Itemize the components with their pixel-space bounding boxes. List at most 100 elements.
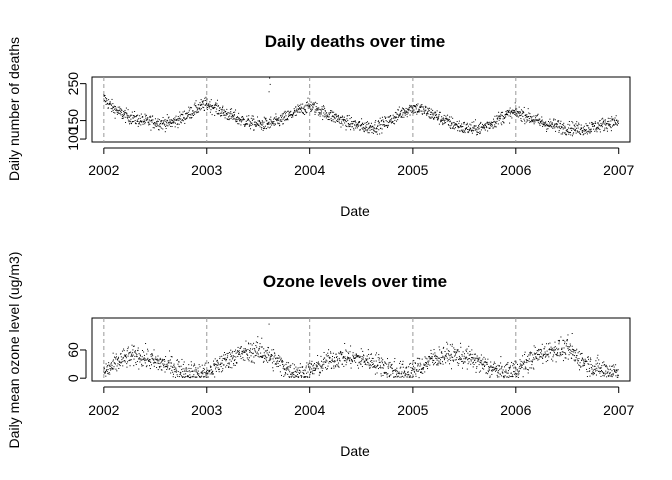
ozone-point (592, 374, 594, 376)
ozone-point (167, 365, 169, 367)
deaths-point (528, 119, 530, 121)
ozone-point (139, 354, 141, 356)
deaths-point (452, 127, 454, 129)
ozone-point (242, 357, 244, 359)
ozone-point (387, 367, 389, 369)
deaths-point (213, 107, 215, 109)
ozone-point (260, 352, 262, 354)
ozone-point (160, 358, 162, 360)
ozone-point (219, 358, 221, 360)
deaths-point (191, 117, 193, 119)
ozone-point (255, 345, 257, 347)
ozone-point (279, 356, 281, 358)
ozone-point (365, 359, 367, 361)
deaths-point (485, 123, 487, 125)
ozone-point (598, 370, 600, 372)
ozone-point (598, 367, 600, 369)
ozone-point (537, 354, 539, 356)
ozone-point (359, 355, 361, 357)
deaths-point (454, 123, 456, 125)
ozone-point (575, 355, 577, 357)
deaths-point (440, 119, 442, 121)
ozone-point (395, 370, 397, 372)
ozone-point (404, 371, 406, 373)
deaths-point (271, 124, 273, 126)
ozone-point (186, 368, 188, 370)
ozone-point (222, 364, 224, 366)
ozone-point (120, 356, 122, 358)
deaths-point (606, 127, 608, 129)
deaths-point (348, 124, 350, 126)
ozone-point (265, 358, 267, 360)
deaths-point (406, 113, 408, 115)
deaths-point (504, 117, 506, 119)
deaths-point (457, 126, 459, 128)
ozone-point (151, 353, 153, 355)
ozone-point (362, 357, 364, 359)
ozone-point (596, 367, 598, 369)
ozone-point (377, 357, 379, 359)
deaths-point (262, 123, 264, 125)
ozone-point (442, 355, 444, 357)
ozone-point (309, 366, 311, 368)
ozone-point (172, 376, 174, 378)
deaths-point (239, 120, 241, 122)
ozone-point (351, 360, 353, 362)
ozone-point (309, 373, 311, 375)
ozone-point (554, 346, 556, 348)
deaths-point (407, 111, 409, 113)
deaths-point (569, 128, 571, 130)
deaths-point (236, 117, 238, 119)
ozone-point (129, 352, 131, 354)
ozone-point (297, 374, 299, 376)
ozone-point (262, 357, 264, 359)
ozone-point (149, 360, 151, 362)
ozone-point (274, 354, 276, 356)
deaths-point (178, 123, 180, 125)
ozone-point (135, 362, 137, 364)
ozone-point (344, 360, 346, 362)
deaths-point (316, 107, 318, 109)
ozone-point (220, 362, 222, 364)
deaths-point (146, 119, 148, 121)
deaths-point (562, 124, 564, 126)
deaths-point (529, 121, 531, 123)
deaths-point (381, 132, 383, 134)
ozone-point (360, 363, 362, 365)
ozone-point (429, 364, 431, 366)
ozone-point (317, 368, 319, 370)
ozone-point (308, 366, 310, 368)
ozone-point (151, 357, 153, 359)
ozone-point (604, 373, 606, 375)
deaths-point (169, 122, 171, 124)
deaths-point (226, 112, 227, 114)
ozone-point (143, 354, 145, 356)
ozone-point (472, 358, 474, 360)
ozone-point (484, 361, 486, 363)
ozone-point (122, 356, 124, 358)
ozone-point (364, 364, 366, 366)
ozone-point (264, 350, 266, 352)
deaths-point (312, 106, 314, 108)
ozone-point (402, 363, 404, 365)
deaths-point (548, 125, 550, 127)
ozone-point (447, 360, 449, 362)
ozone-point (546, 354, 548, 356)
deaths-point (205, 99, 207, 101)
deaths-point (551, 123, 553, 125)
ozone-point (385, 372, 387, 374)
deaths-point (600, 122, 602, 124)
ozone-point (295, 366, 297, 368)
deaths-point (120, 108, 122, 110)
deaths-point (202, 106, 204, 108)
ozone-point (130, 359, 132, 361)
ozone-point (156, 367, 158, 369)
ozone-point (209, 373, 211, 375)
deaths-point (119, 108, 121, 110)
ozone-point (342, 356, 344, 358)
deaths-point (214, 107, 216, 109)
deaths-point (464, 132, 466, 134)
ozone-point (411, 367, 413, 369)
ozone-point (605, 364, 607, 366)
deaths-point (567, 130, 569, 132)
